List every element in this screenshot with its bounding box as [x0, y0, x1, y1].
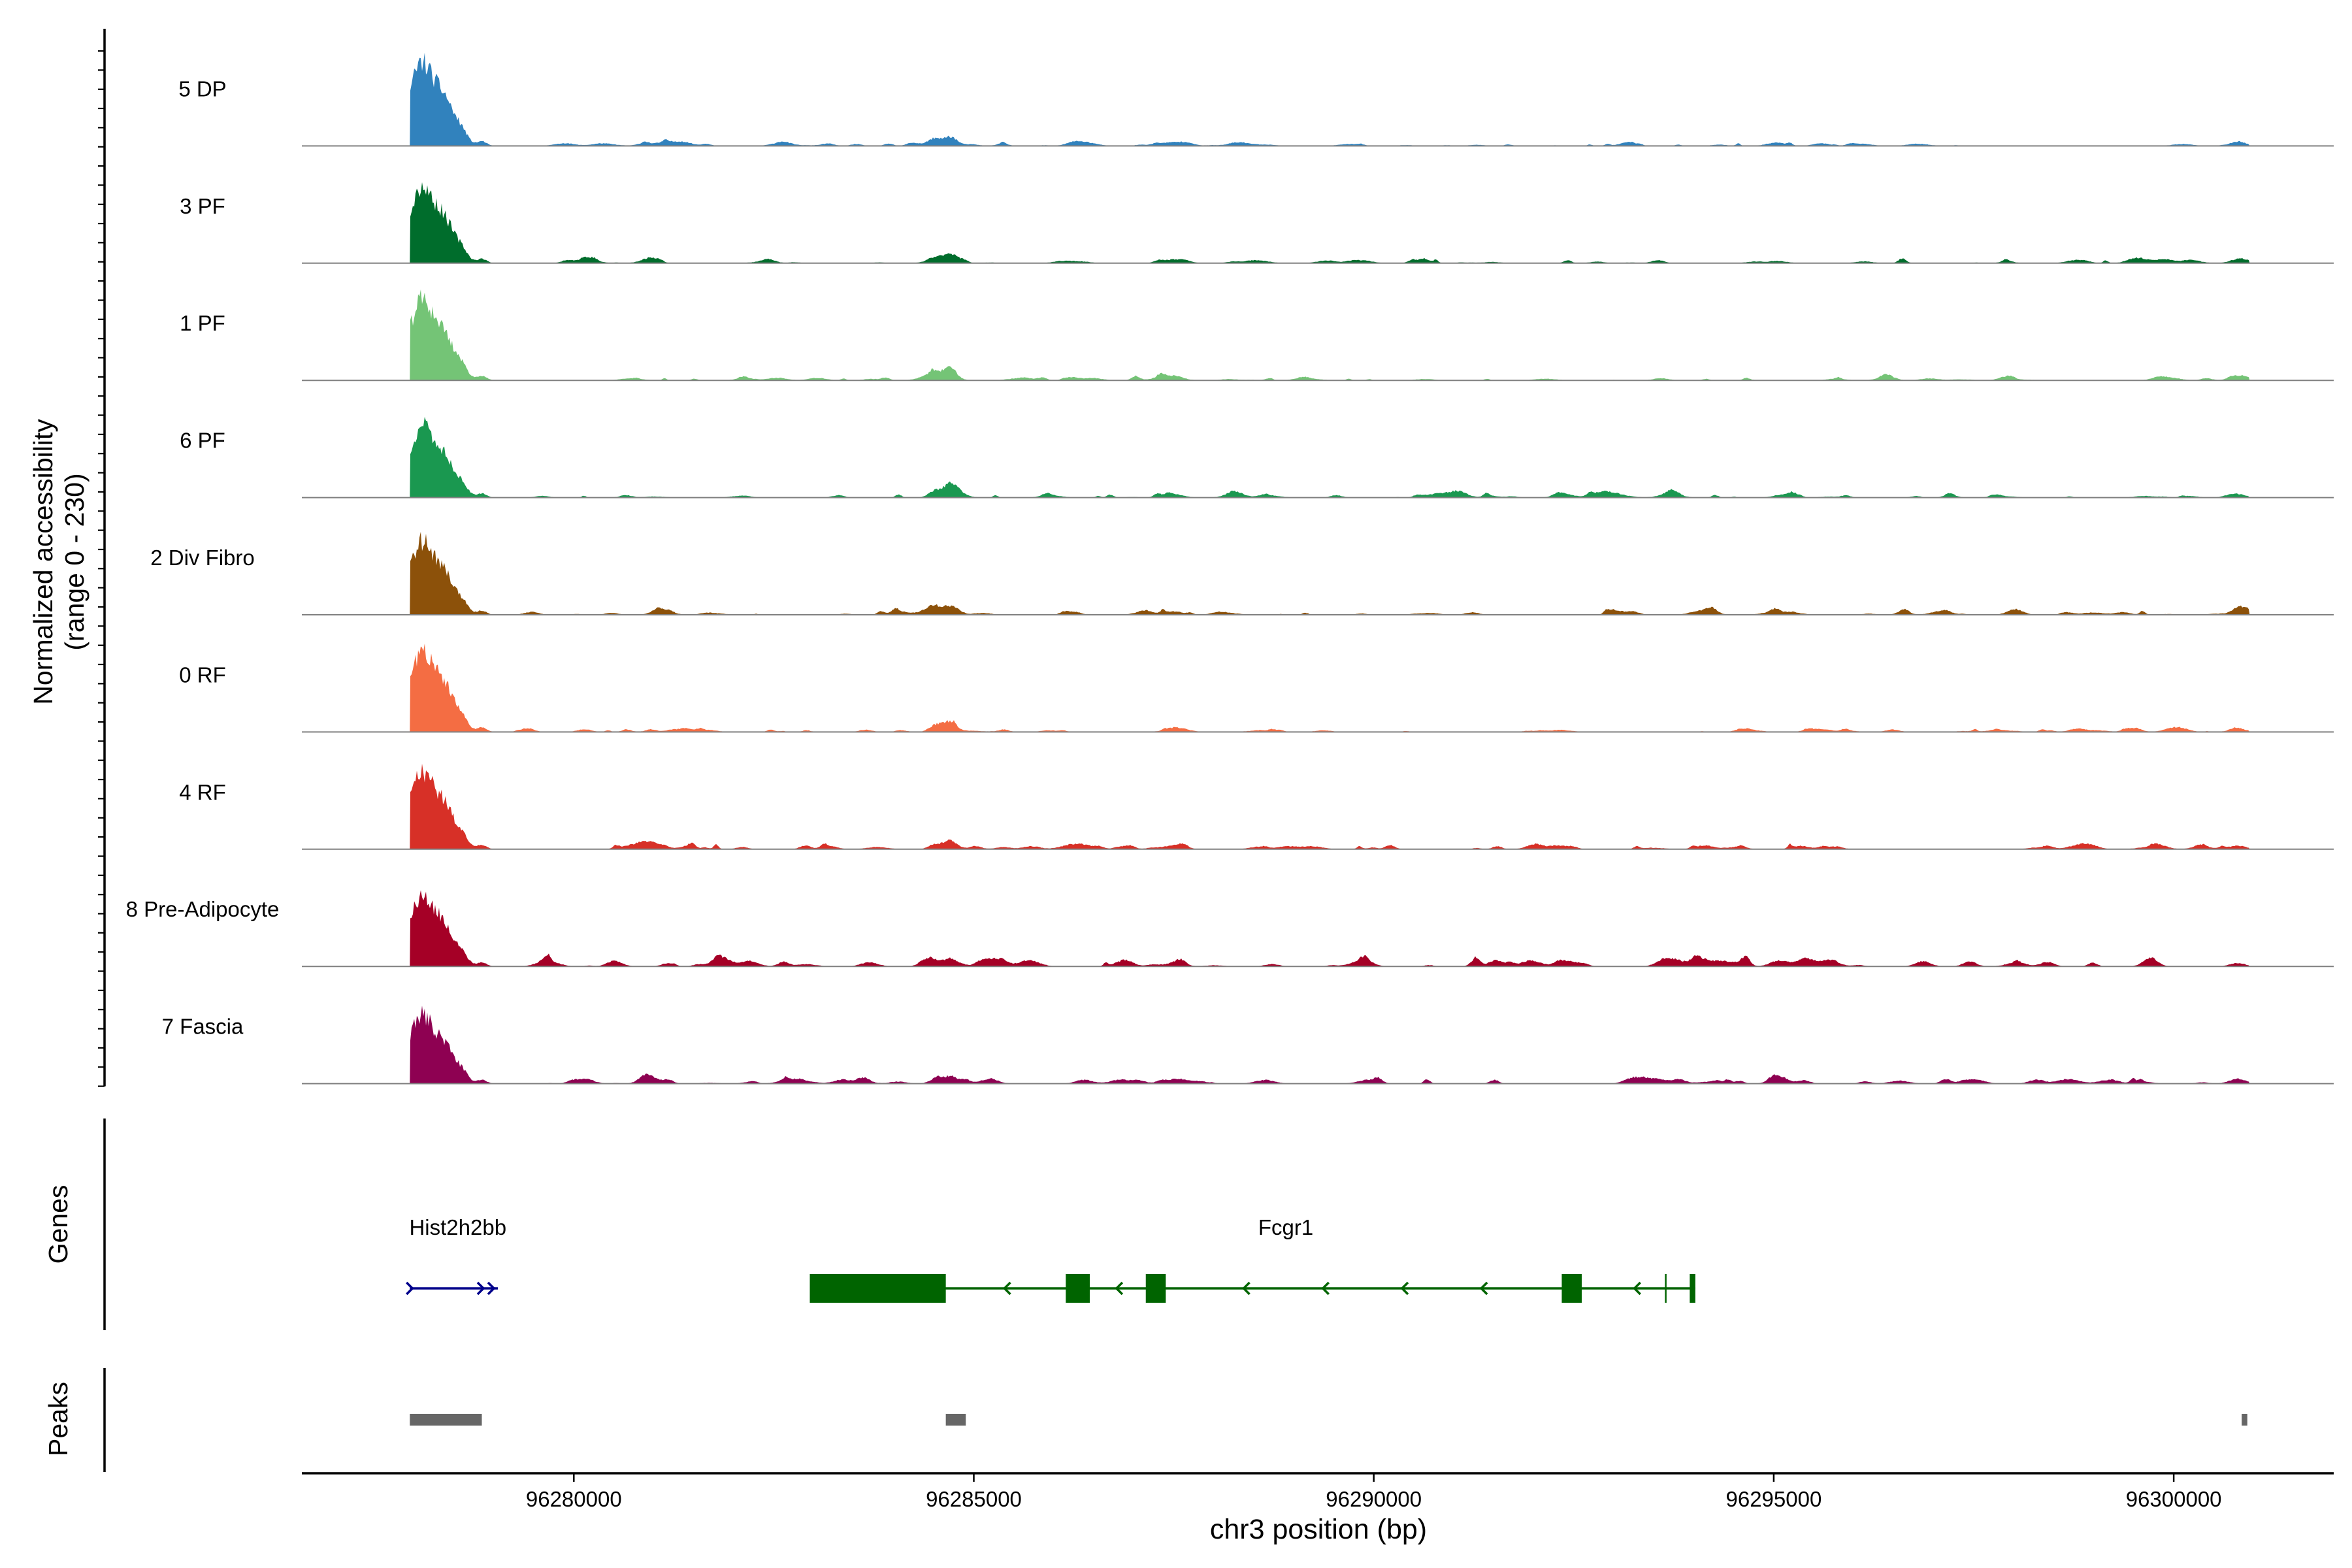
coverage-area [410, 52, 2250, 146]
track-5: 0 RF [179, 644, 2334, 733]
peaks-panel-label: Peaks [43, 1382, 73, 1456]
strand-arrow [1633, 1281, 1641, 1296]
track-6: 4 RF [179, 764, 2334, 850]
track-label: 4 RF [179, 780, 226, 804]
gene-0: Hist2h2bb [406, 1215, 506, 1296]
coverage-tracks: 5 DP 3 PF 1 PF 6 PF 2 Div Fibro 0 RF 4 RF 8 Pre… [126, 52, 2334, 1085]
peaks-track [103, 1368, 2247, 1472]
track-7: 8 Pre-Adipocyte [126, 890, 2334, 968]
strand-arrow [1115, 1281, 1124, 1296]
track-4: 2 Div Fibro [150, 532, 2334, 615]
track-label: 5 DP [178, 76, 226, 101]
x-axis-label: chr3 position (bp) [1210, 1514, 1427, 1545]
track-label: 6 PF [180, 429, 225, 453]
exon [1561, 1274, 1582, 1303]
gene-label: Fcgr1 [1258, 1215, 1313, 1239]
coverage-area [410, 644, 2250, 732]
track-label: 7 Fascia [162, 1015, 244, 1039]
track-2: 1 PF [180, 289, 2334, 382]
y-axis-ticks [98, 29, 106, 1087]
strand-arrow [406, 1281, 414, 1296]
peak-region [945, 1414, 966, 1426]
track-0: 5 DP [178, 52, 2334, 147]
genes-panel-label: Genes [43, 1185, 73, 1264]
x-tick-label: 96280000 [526, 1487, 622, 1511]
gene-1: Fcgr1 [809, 1215, 1695, 1303]
x-tick-label: 96295000 [1725, 1487, 1821, 1511]
track-8: 7 Fascia [162, 1005, 2334, 1085]
x-axis: 96280000 96285000 96290000 96295000 96300000 [302, 1472, 2334, 1511]
strand-arrow [1400, 1281, 1409, 1296]
x-tick-label: 96300000 [2126, 1487, 2222, 1511]
coverage-area [410, 764, 2250, 849]
strand-arrow [1003, 1281, 1011, 1296]
track-3: 6 PF [180, 417, 2334, 498]
coverage-area [410, 182, 2250, 263]
exon [1690, 1274, 1695, 1303]
exon [809, 1274, 946, 1303]
strand-arrow [476, 1281, 485, 1296]
coverage-area [410, 1005, 2250, 1084]
track-label: 2 Div Fibro [150, 546, 255, 570]
track-label: 3 PF [180, 194, 225, 218]
coverage-area [410, 890, 2250, 967]
x-tick-label: 96285000 [926, 1487, 1022, 1511]
coverage-area [410, 532, 2250, 615]
strand-arrow [1321, 1281, 1330, 1296]
strand-arrow [487, 1281, 496, 1296]
gene-label: Hist2h2bb [409, 1215, 506, 1239]
peak-region [410, 1414, 482, 1426]
track-label: 1 PF [180, 311, 225, 335]
coverage-area [410, 289, 2250, 381]
exon [1145, 1274, 1166, 1303]
x-tick-label: 96290000 [1326, 1487, 1422, 1511]
exon [1066, 1274, 1090, 1303]
genes-track: Hist2h2bb Fcgr1 [103, 1119, 1695, 1330]
coverage-area [410, 417, 2250, 498]
y-axis-label: Normalized accessibility [28, 419, 58, 705]
track-label: 0 RF [179, 662, 226, 687]
strand-arrow [1479, 1281, 1488, 1296]
track-label: 8 Pre-Adipocyte [126, 897, 280, 921]
strand-arrow [1242, 1281, 1250, 1296]
track-1: 3 PF [180, 182, 2334, 264]
peak-region [2242, 1414, 2247, 1426]
y-axis-range-label: (range 0 - 230) [59, 473, 90, 650]
